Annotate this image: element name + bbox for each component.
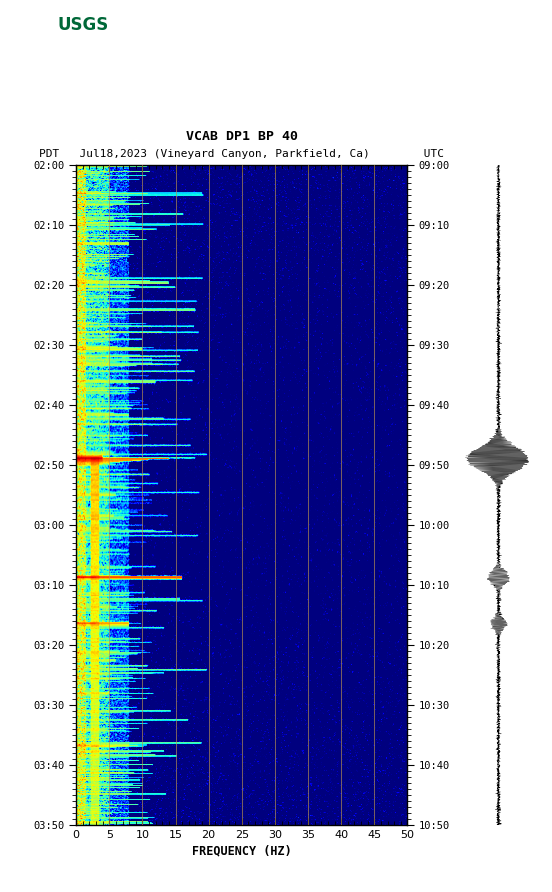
Polygon shape — [7, 11, 52, 41]
Text: PDT   Jul18,2023 (Vineyard Canyon, Parkfield, Ca)        UTC: PDT Jul18,2023 (Vineyard Canyon, Parkfie… — [39, 149, 444, 159]
X-axis label: FREQUENCY (HZ): FREQUENCY (HZ) — [192, 844, 291, 857]
Text: USGS: USGS — [58, 16, 109, 34]
Text: VCAB DP1 BP 40: VCAB DP1 BP 40 — [186, 129, 298, 143]
